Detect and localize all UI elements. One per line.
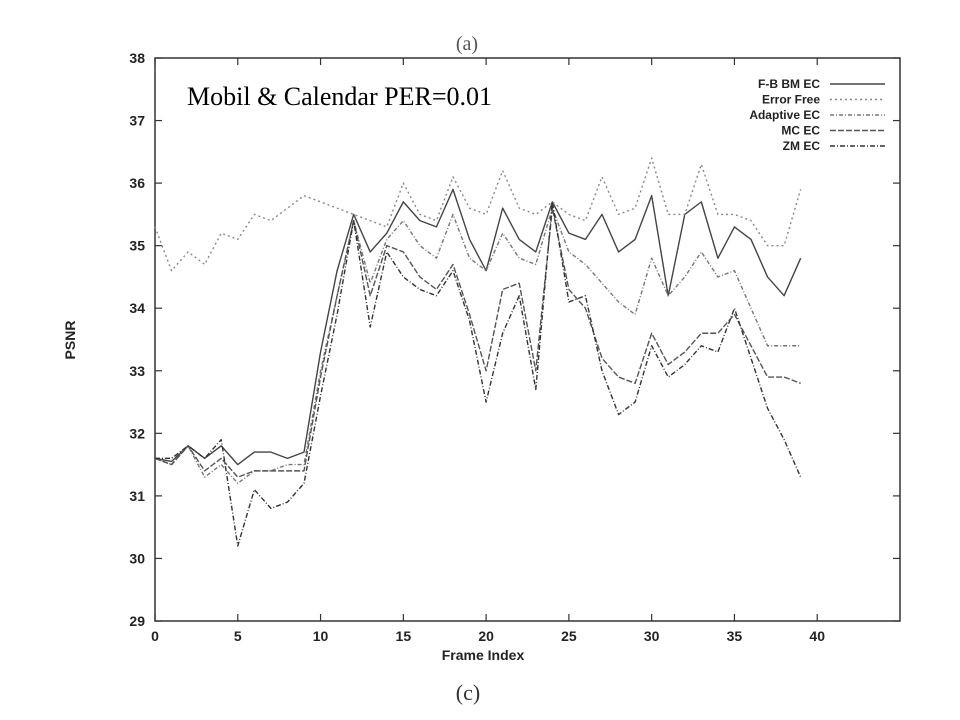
series-line-zm-ec bbox=[155, 201, 802, 547]
legend-label: Error Free bbox=[762, 93, 820, 107]
top-caption: (a) bbox=[456, 33, 478, 55]
y-tick-label: 32 bbox=[129, 425, 145, 441]
legend-label: F-B BM EC bbox=[758, 77, 820, 91]
x-axis-label: Frame Index bbox=[442, 647, 525, 663]
y-tick-label: 37 bbox=[129, 113, 145, 129]
y-tick-label: 34 bbox=[129, 300, 145, 316]
x-tick-label: 15 bbox=[396, 628, 412, 644]
y-tick-label: 33 bbox=[129, 363, 145, 379]
y-tick-label: 35 bbox=[129, 238, 145, 254]
series-line-adaptive-ec bbox=[154, 207, 801, 485]
x-tick-label: 30 bbox=[644, 628, 660, 644]
y-tick-label: 30 bbox=[129, 550, 145, 566]
x-tick-label: 0 bbox=[151, 628, 159, 644]
y-tick-label: 36 bbox=[129, 175, 145, 191]
legend-label: ZM EC bbox=[783, 139, 821, 153]
x-tick-label: 40 bbox=[809, 628, 825, 644]
chart-title: Mobil & Calendar PER=0.01 bbox=[187, 82, 492, 111]
x-tick-label: 10 bbox=[313, 628, 329, 644]
x-tick-label: 5 bbox=[234, 628, 242, 644]
plot-area-frame bbox=[154, 57, 901, 622]
series-line-mc-ec bbox=[154, 207, 801, 478]
legend-label: MC EC bbox=[781, 124, 820, 138]
y-tick-label: 31 bbox=[129, 488, 145, 504]
x-tick-label: 25 bbox=[561, 628, 577, 644]
figure-caption: (c) bbox=[456, 680, 480, 705]
y-axis-ticks: 29 30 31 32 33 34 35 36 37 38 bbox=[129, 50, 900, 629]
series-lines bbox=[154, 157, 802, 547]
legend-label: Adaptive EC bbox=[749, 108, 820, 122]
y-tick-label: 29 bbox=[129, 613, 145, 629]
x-tick-label: 35 bbox=[727, 628, 743, 644]
y-tick-label: 38 bbox=[129, 50, 145, 66]
x-axis-ticks: 0 5 10 15 20 25 30 35 40 bbox=[151, 58, 825, 644]
x-tick-label: 20 bbox=[478, 628, 494, 644]
y-axis-label: PSNR bbox=[62, 321, 78, 360]
series-line-f-b-bm-ec bbox=[154, 188, 802, 466]
